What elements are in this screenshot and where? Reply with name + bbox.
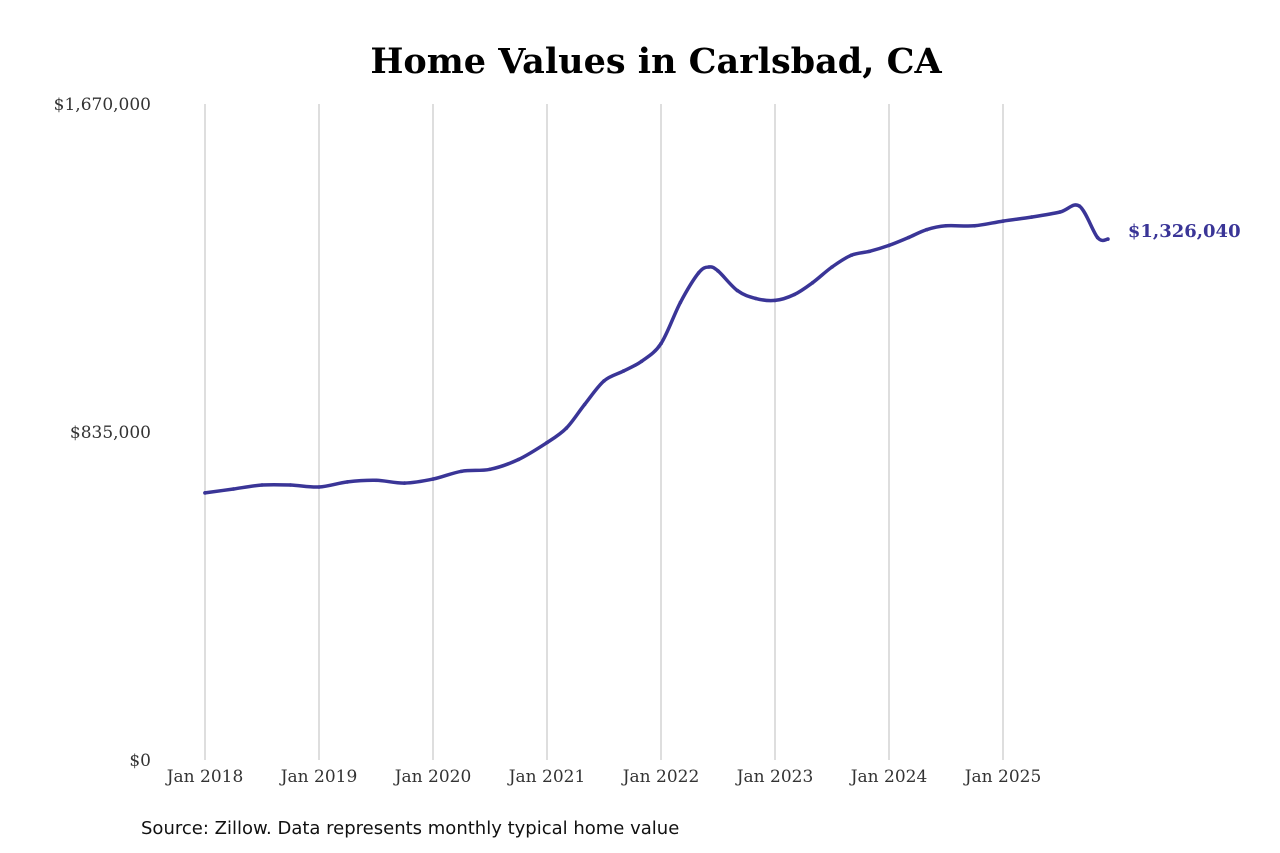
y-tick-label: $0 [129, 751, 151, 771]
data-point [1029, 215, 1034, 219]
y-tick-label: $835,000 [70, 423, 151, 443]
data-point [402, 481, 407, 485]
data-point [431, 477, 435, 481]
x-axis-tick-labels: Jan 2018 Jan 2019 Jan 2020 Jan 2021 Jan 2022… [165, 767, 1042, 787]
data-point [924, 227, 929, 232]
data-point [488, 467, 492, 472]
data-point [639, 359, 644, 364]
data-point [810, 280, 815, 285]
data-point [972, 224, 977, 228]
data-point [678, 300, 683, 305]
data-point [1095, 235, 1100, 240]
source-note: Source: Zillow. Data represents monthly … [141, 818, 679, 839]
x-tick-label: Jan 2023 [735, 767, 814, 787]
data-point [288, 483, 293, 487]
data-point [459, 469, 464, 474]
data-point [830, 265, 834, 269]
data-point [753, 296, 758, 301]
x-tick-label: Jan 2019 [279, 767, 358, 787]
data-point [707, 265, 711, 269]
data-point [260, 483, 264, 487]
data-point [735, 288, 740, 293]
data-point [582, 402, 587, 407]
data-point [773, 298, 777, 303]
data-point [545, 440, 549, 445]
data-point [1058, 210, 1062, 214]
data-point [231, 487, 236, 491]
data-point [621, 369, 626, 373]
x-tick-label: Jan 2020 [393, 767, 472, 787]
data-point [944, 224, 948, 228]
data-point [659, 341, 663, 346]
data-point [1001, 219, 1005, 223]
data-point [1077, 204, 1082, 208]
data-point [345, 480, 350, 484]
series-layer [203, 203, 1110, 495]
data-point [374, 478, 378, 483]
x-tick-label: Jan 2024 [849, 767, 928, 787]
data-point [792, 292, 797, 297]
data-point [906, 235, 911, 240]
data-point [602, 379, 606, 383]
data-point [716, 269, 720, 273]
x-tick-label: Jan 2022 [621, 767, 700, 787]
x-tick-label: Jan 2025 [963, 767, 1042, 787]
y-tick-label: $1,670,000 [54, 95, 151, 115]
data-point [317, 485, 321, 489]
chart-title: Home Values in Carlsbad, CA [370, 41, 942, 82]
data-point [1106, 237, 1110, 241]
data-point [849, 253, 854, 257]
x-tick-label: Jan 2021 [507, 767, 586, 787]
y-axis-tick-labels: $0 $835,000 $1,670,000 [54, 95, 151, 771]
data-point [696, 271, 701, 275]
series-line [203, 203, 1110, 495]
gridlines [204, 104, 1004, 760]
data-point [203, 491, 207, 495]
data-point [867, 249, 872, 254]
end-value-label: $1,326,040 [1128, 221, 1241, 242]
data-point [887, 243, 891, 248]
x-tick-label: Jan 2018 [165, 767, 244, 787]
data-point [564, 426, 569, 430]
data-point [516, 457, 521, 462]
